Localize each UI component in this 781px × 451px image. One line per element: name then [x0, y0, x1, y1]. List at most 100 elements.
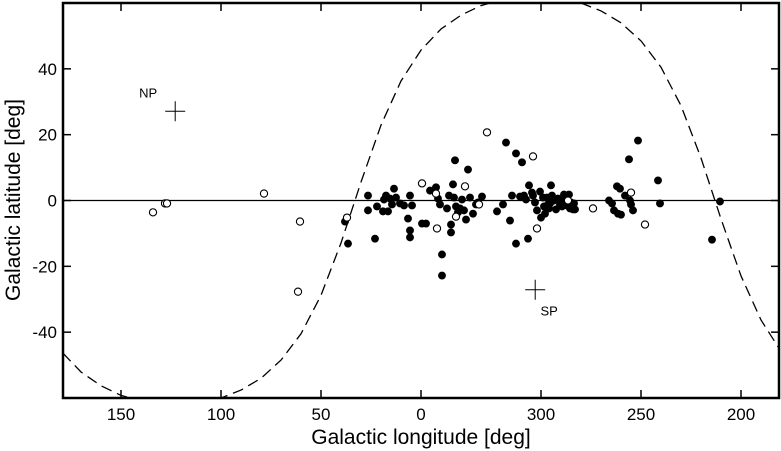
filled-point: [404, 214, 412, 223]
open-point: [293, 287, 303, 296]
filled-point: [390, 184, 398, 193]
dashed-curve: [63, 3, 779, 398]
filled-point: [493, 207, 501, 216]
pole-cross: [165, 101, 186, 122]
filled-point: [533, 206, 541, 215]
filled-point: [617, 210, 625, 219]
filled-point: [524, 234, 532, 243]
filled-point: [438, 250, 446, 259]
filled-point: [716, 197, 724, 206]
filled-point: [371, 234, 379, 243]
x-tick-label: 50: [312, 405, 331, 424]
open-point: [417, 179, 427, 188]
filled-point: [436, 200, 444, 209]
filled-point: [408, 201, 416, 210]
filled-point: [518, 158, 526, 167]
filled-point: [634, 136, 642, 145]
filled-point: [541, 209, 549, 218]
x-tick-label: 250: [627, 405, 655, 424]
filled-point: [344, 239, 352, 248]
filled-point: [608, 199, 616, 208]
pole-cross: [525, 279, 546, 300]
open-point: [259, 189, 269, 198]
filled-point: [625, 155, 633, 164]
x-tick-label: 0: [416, 405, 425, 424]
filled-point: [525, 181, 533, 190]
filled-point: [450, 193, 458, 202]
open-point: [563, 196, 573, 205]
plot-area: [63, 3, 779, 398]
open-point: [474, 200, 484, 209]
x-axis-label: Galactic longitude [deg]: [311, 426, 530, 449]
filled-point: [466, 193, 474, 202]
filled-point: [364, 191, 372, 200]
open-point: [626, 188, 636, 197]
filled-point: [469, 209, 477, 218]
filled-point: [478, 192, 486, 201]
filled-point: [406, 233, 414, 242]
filled-point: [522, 195, 530, 204]
plot-frame: [61, 1, 781, 400]
filled-point: [571, 205, 579, 214]
filled-point: [656, 199, 664, 208]
filled-point: [373, 202, 381, 211]
filled-point: [406, 226, 414, 235]
filled-point: [447, 228, 455, 237]
open-point: [588, 204, 598, 213]
filled-point: [438, 271, 446, 280]
filled-point: [512, 149, 520, 158]
filled-point: [499, 200, 507, 209]
filled-point: [443, 204, 451, 213]
open-point: [451, 212, 461, 221]
filled-point: [384, 207, 392, 216]
filled-point: [506, 216, 514, 225]
filled-point: [460, 206, 468, 215]
filled-point: [451, 156, 459, 165]
filled-point: [406, 191, 414, 200]
filled-point: [629, 206, 637, 215]
y-tick-label: 20: [38, 126, 57, 145]
pole-label: NP: [139, 85, 157, 100]
open-point: [482, 128, 492, 137]
filled-point: [502, 138, 510, 147]
filled-point: [654, 176, 662, 185]
filled-point: [364, 206, 372, 215]
filled-point: [508, 191, 516, 200]
y-axis-label: Galactic latitude [deg]: [2, 99, 25, 301]
open-point: [460, 182, 470, 191]
filled-point: [400, 201, 408, 210]
y-tick-label: -20: [32, 257, 57, 276]
open-point: [148, 208, 158, 217]
open-point: [432, 224, 442, 233]
filled-point: [708, 235, 716, 244]
open-point: [162, 199, 172, 208]
y-tick-label: -40: [32, 323, 57, 342]
x-tick-label: 200: [727, 405, 755, 424]
y-tick-label: 40: [38, 60, 57, 79]
filled-point: [547, 181, 555, 190]
open-point: [532, 224, 542, 233]
filled-point: [392, 193, 400, 202]
filled-point: [449, 180, 457, 189]
filled-point: [458, 195, 466, 204]
x-tick-label: 150: [107, 405, 135, 424]
open-point: [295, 217, 305, 226]
y-tick-label: 0: [48, 192, 57, 211]
open-point: [640, 220, 650, 229]
filled-point: [388, 200, 396, 209]
x-tick-label: 100: [207, 405, 235, 424]
open-point: [528, 152, 538, 161]
filled-point: [531, 198, 539, 207]
filled-point: [616, 184, 624, 193]
filled-point: [529, 191, 537, 200]
pole-label: SP: [541, 304, 558, 319]
filled-point: [464, 165, 472, 174]
open-point: [431, 189, 441, 198]
filled-point: [512, 239, 520, 248]
filled-point: [447, 220, 455, 229]
open-point: [342, 213, 352, 222]
x-tick-label: 300: [527, 405, 555, 424]
filled-point: [462, 215, 470, 224]
filled-point: [422, 219, 430, 228]
